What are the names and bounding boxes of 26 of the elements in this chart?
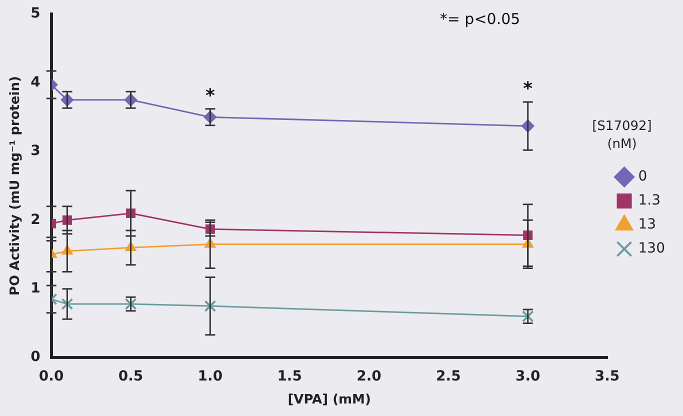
y-tick-label: 0 — [30, 349, 41, 366]
x-tick-label: 1.0 — [198, 368, 223, 385]
legend-title: [S17092] (nM) — [591, 118, 653, 154]
legend-label: 1.3 — [638, 192, 661, 209]
x-tick-label: 2.0 — [356, 368, 382, 385]
annotation: * — [205, 86, 216, 107]
x-tick-label: 3.0 — [515, 368, 541, 385]
legend-label: 13 — [638, 216, 656, 233]
y-tick-label: 5 — [30, 6, 40, 22]
y-tick-label: 4 — [30, 74, 41, 90]
x-tick-label: 0.0 — [38, 368, 64, 385]
y-axis-title: PO Activity (mU mg⁻¹ protein) — [8, 76, 24, 296]
point — [204, 300, 216, 312]
y-tick-label: 1 — [30, 280, 40, 297]
x-tick-label: 2.5 — [436, 368, 461, 385]
x-tick-label: 1.5 — [277, 368, 302, 385]
legend-label: 130 — [638, 240, 666, 257]
x-tick-label: 0.5 — [118, 368, 144, 385]
y-tick-label: 2 — [30, 212, 40, 228]
x-axis-title: [VPA] (mM) — [288, 392, 371, 408]
point — [61, 298, 74, 310]
y-tick-label: 3 — [30, 143, 40, 160]
legend-label: 0 — [638, 168, 648, 185]
x-tick-label: 3.5 — [594, 368, 620, 385]
annotation: *= p<0.05 — [440, 10, 520, 28]
annotation: * — [523, 78, 534, 100]
